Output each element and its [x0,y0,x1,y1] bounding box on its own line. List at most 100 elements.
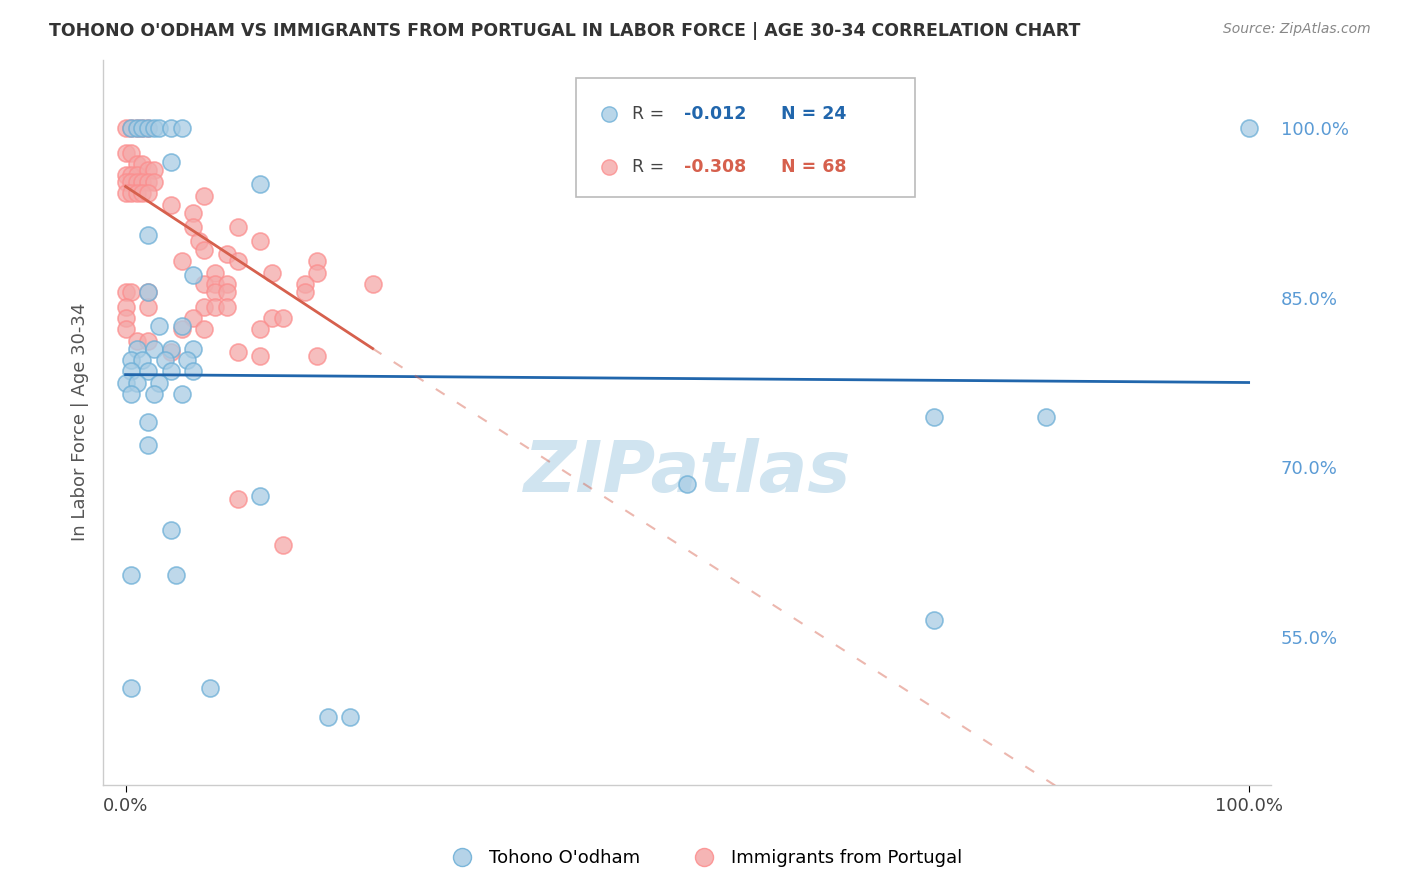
Point [198,681,221,696]
Point [125,175,148,189]
Point [181,342,204,356]
Point [260,310,283,325]
Point [339,710,361,724]
Point [120,352,142,367]
Point [260,266,283,280]
Point [136,120,159,135]
Point [114,300,136,314]
Point [114,186,136,201]
Point [215,277,238,291]
Point [125,376,148,390]
Point [136,228,159,243]
Y-axis label: In Labor Force | Age 30-34: In Labor Force | Age 30-34 [72,303,89,541]
Point [316,710,339,724]
Point [136,438,159,452]
Point [215,247,238,261]
Point [120,168,142,182]
Text: R =: R = [633,158,671,176]
Point [114,168,136,182]
Point [170,318,193,333]
Point [193,300,215,314]
Point [204,285,226,299]
Point [1035,409,1057,424]
Point [136,175,159,189]
Point [114,120,136,135]
Point [204,266,226,280]
Point [142,162,165,177]
Point [136,120,159,135]
Text: N = 68: N = 68 [780,158,846,176]
Point [922,409,945,424]
Point [159,197,181,211]
Point [193,243,215,257]
Point [114,175,136,189]
Point [170,120,193,135]
Point [159,345,181,359]
Point [294,277,316,291]
Point [181,310,204,325]
Point [215,300,238,314]
Point [305,254,328,268]
Point [165,568,187,582]
Point [361,277,384,291]
Point [120,186,142,201]
Point [181,220,204,235]
Point [114,145,136,160]
Point [193,277,215,291]
Point [120,681,142,696]
Point [136,285,159,299]
Point [114,322,136,336]
FancyBboxPatch shape [576,78,915,197]
Point [159,342,181,356]
Point [142,175,165,189]
Point [136,162,159,177]
Point [125,157,148,171]
Point [922,614,945,628]
Point [204,300,226,314]
Point [136,285,159,299]
Point [131,352,153,367]
Point [305,266,328,280]
Point [159,364,181,378]
Point [215,285,238,299]
Point [148,120,170,135]
Point [181,268,204,282]
Point [226,220,249,235]
Point [249,234,271,248]
Point [159,120,181,135]
Point [131,157,153,171]
Point [159,523,181,537]
Point [136,334,159,348]
Point [170,254,193,268]
Text: TOHONO O'ODHAM VS IMMIGRANTS FROM PORTUGAL IN LABOR FORCE | AGE 30-34 CORRELATIO: TOHONO O'ODHAM VS IMMIGRANTS FROM PORTUG… [49,22,1081,40]
Point [204,277,226,291]
Point [249,350,271,364]
Point [125,342,148,356]
Point [120,120,142,135]
Point [176,352,198,367]
Point [187,234,209,248]
Point [125,186,148,201]
Point [249,322,271,336]
Point [114,285,136,299]
Point [136,300,159,314]
Text: -0.012: -0.012 [683,105,747,123]
Point [114,376,136,390]
Point [170,387,193,401]
Point [131,186,153,201]
Text: N = 24: N = 24 [780,105,846,123]
Point [294,285,316,299]
Point [125,120,148,135]
Point [153,352,176,367]
Point [142,120,165,135]
Point [131,120,153,135]
Point [120,285,142,299]
Point [193,322,215,336]
Point [249,489,271,503]
Point [125,168,148,182]
Point [226,345,249,359]
Point [120,145,142,160]
Text: R =: R = [633,105,671,123]
Point [125,334,148,348]
Point [148,376,170,390]
